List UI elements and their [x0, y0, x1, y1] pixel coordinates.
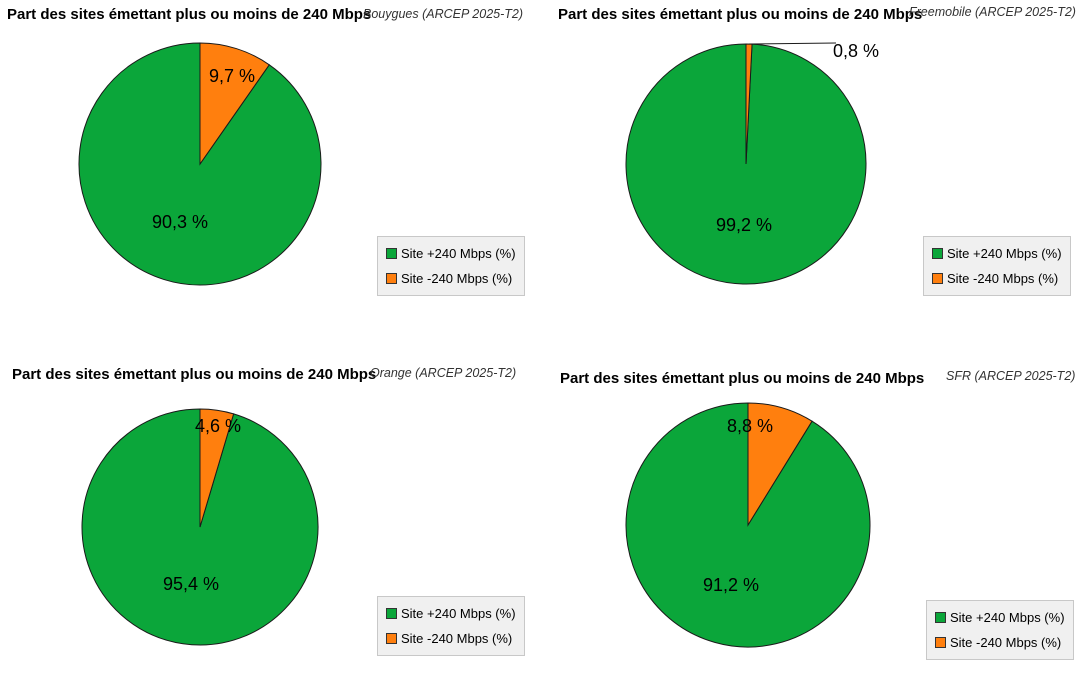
legend-swatch-plus [935, 612, 946, 623]
legend-swatch-minus [386, 633, 397, 644]
pie-slice-minus [199, 42, 270, 166]
chart-legend: Site +240 Mbps (%) Site -240 Mbps (%) [926, 600, 1074, 660]
legend-item-plus: Site +240 Mbps (%) [386, 601, 516, 626]
chart-title: Part des sites émettant plus ou moins de… [7, 6, 372, 23]
chart-panel-sfr: Part des sites émettant plus ou moins de… [546, 340, 1091, 680]
pie-chart: 99,2 % 0,8 % [625, 41, 879, 285]
data-label-plus: 90,3 % [152, 212, 208, 232]
chart-legend: Site +240 Mbps (%) Site -240 Mbps (%) [923, 236, 1071, 296]
legend-item-minus: Site -240 Mbps (%) [386, 626, 516, 651]
legend-swatch-plus [932, 248, 943, 259]
label-leader-line [749, 42, 837, 45]
data-label-plus: 91,2 % [703, 575, 759, 595]
legend-label: Site -240 Mbps (%) [950, 635, 1062, 650]
data-label-minus: 8,8 % [727, 416, 773, 436]
chart-legend: Site +240 Mbps (%) Site -240 Mbps (%) [377, 236, 525, 296]
legend-item-plus: Site +240 Mbps (%) [935, 605, 1065, 630]
legend-label: Site -240 Mbps (%) [401, 271, 513, 286]
pie-slice-minus [747, 402, 813, 527]
legend-label: Site +240 Mbps (%) [950, 610, 1065, 625]
data-label-minus: 4,6 % [195, 416, 241, 436]
legend-swatch-minus [935, 637, 946, 648]
legend-label: Site +240 Mbps (%) [947, 246, 1062, 261]
legend-swatch-plus [386, 248, 397, 259]
chart-legend: Site +240 Mbps (%) Site -240 Mbps (%) [377, 596, 525, 656]
legend-item-minus: Site -240 Mbps (%) [932, 266, 1062, 291]
data-label-minus: 0,8 % [833, 41, 879, 61]
data-label-plus: 95,4 % [163, 574, 219, 594]
pie-chart: 90,3 % 9,7 % [78, 42, 322, 286]
pie-chart: 91,2 % 8,8 % [625, 402, 871, 648]
legend-swatch-minus [386, 273, 397, 284]
legend-label: Site -240 Mbps (%) [401, 631, 513, 646]
legend-item-plus: Site +240 Mbps (%) [386, 241, 516, 266]
chart-panel-orange: Part des sites émettant plus ou moins de… [0, 340, 545, 680]
legend-label: Site +240 Mbps (%) [401, 246, 516, 261]
chart-subtitle: Freemobile (ARCEP 2025-T2) [909, 5, 1076, 19]
legend-item-plus: Site +240 Mbps (%) [932, 241, 1062, 266]
legend-swatch-plus [386, 608, 397, 619]
data-label-plus: 99,2 % [716, 215, 772, 235]
pie-slice-minus [199, 408, 235, 528]
chart-title: Part des sites émettant plus ou moins de… [558, 6, 923, 23]
chart-subtitle: Bouygues (ARCEP 2025-T2) [363, 7, 524, 21]
legend-swatch-minus [932, 273, 943, 284]
legend-item-minus: Site -240 Mbps (%) [386, 266, 516, 291]
chart-panel-freemobile: Part des sites émettant plus ou moins de… [546, 0, 1091, 340]
legend-label: Site -240 Mbps (%) [947, 271, 1059, 286]
pie-chart: 95,4 % 4,6 % [81, 408, 319, 646]
data-label-minus: 9,7 % [209, 66, 255, 86]
chart-subtitle: Orange (ARCEP 2025-T2) [370, 366, 517, 380]
legend-item-minus: Site -240 Mbps (%) [935, 630, 1065, 655]
legend-label: Site +240 Mbps (%) [401, 606, 516, 621]
chart-title: Part des sites émettant plus ou moins de… [12, 366, 377, 383]
chart-subtitle: SFR (ARCEP 2025-T2) [946, 369, 1076, 383]
chart-panel-bouygues: Part des sites émettant plus ou moins de… [0, 0, 545, 340]
chart-title: Part des sites émettant plus ou moins de… [560, 370, 925, 387]
